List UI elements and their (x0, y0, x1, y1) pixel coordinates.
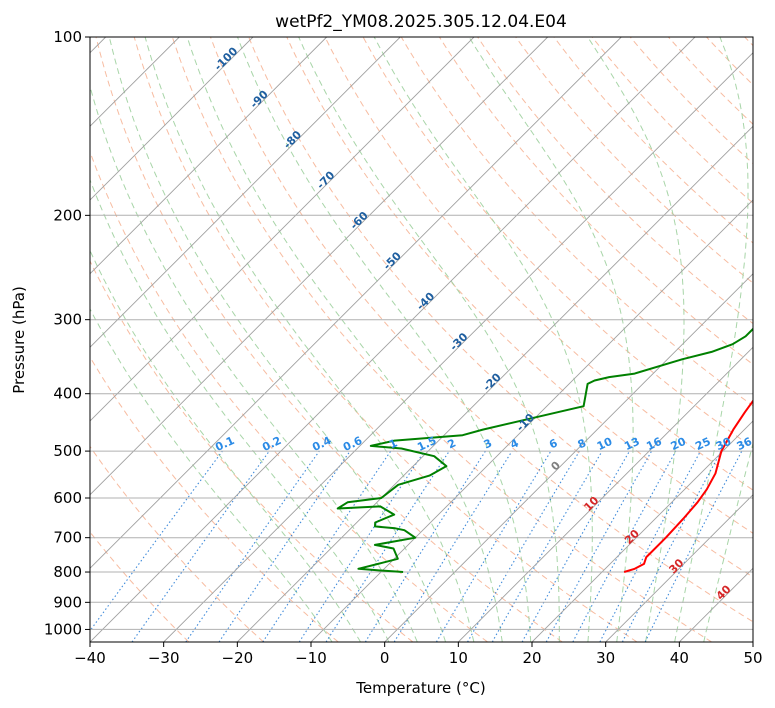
mixing-ratio-label: 25 (693, 435, 712, 453)
dry-adiabat-line (515, 37, 753, 284)
moist-adiabat-line (186, 37, 503, 642)
dry-adiabat-line (324, 37, 753, 491)
dry-adiabat-line (133, 37, 638, 642)
mixing-ratio-line (185, 450, 320, 642)
x-tick-label: −40 (74, 649, 106, 667)
x-axis: −40 −30 −20 −10 0 10 20 30 40 50 (74, 642, 763, 667)
y-tick-label: 100 (53, 28, 82, 46)
moist-adiabat-line (144, 37, 475, 642)
dewpoint-line (336, 327, 753, 573)
dry-adiabat-line (90, 445, 264, 642)
plot-frame (89, 36, 754, 643)
isotherm-line (90, 37, 549, 496)
y-tick-label: 700 (53, 529, 82, 547)
x-axis-label: Temperature (°C) (355, 679, 485, 697)
y-tick-label: 900 (53, 593, 82, 611)
y-tick-label: 1000 (44, 620, 82, 638)
x-tick-label: −10 (295, 649, 327, 667)
dry-adiabat-line (90, 259, 414, 642)
isotherm-line (90, 37, 254, 201)
chart-title: wetPf2_YM08.2025.305.12.04.E04 (275, 12, 567, 32)
isotherm-line (310, 199, 753, 642)
isotherm-line (605, 494, 753, 642)
x-tick-label: 50 (743, 649, 762, 667)
moist-adiabat-line (674, 37, 749, 642)
x-tick-label: −30 (148, 649, 180, 667)
mixing-ratio-line (90, 450, 223, 632)
dry-adiabat-line (95, 37, 563, 642)
isotherm-line (163, 52, 753, 642)
dry-adiabat-line (171, 37, 712, 642)
isotherm-line (236, 125, 753, 642)
isotherm-line (90, 37, 696, 642)
temperature-line (623, 399, 753, 573)
dry-adiabat-line (210, 37, 753, 623)
isotherm-line (90, 37, 401, 348)
mixing-ratio-line (521, 450, 630, 642)
mixing-ratio-line (131, 450, 270, 642)
moist-adiabat-line (373, 37, 593, 642)
moist-adiabat-line (703, 441, 753, 642)
y-tick-label: 500 (53, 442, 82, 460)
mixing-ratio-line (298, 450, 425, 642)
mixing-ratio-line (572, 450, 677, 642)
x-tick-label: −20 (222, 649, 254, 667)
isotherm-line (90, 37, 328, 275)
x-tick-label: 30 (596, 649, 615, 667)
moist-adiabat-line (90, 84, 418, 642)
y-tick-label: 200 (53, 206, 82, 224)
profile-series (336, 327, 753, 573)
y-axis: 100 200 300 400 500 600 700 800 900 1000 (44, 28, 90, 638)
mixing-ratio-label: 16 (644, 435, 664, 453)
moist-adiabat-line (90, 178, 390, 642)
mixing-ratio-label: 10 (595, 435, 615, 453)
y-tick-label: 300 (53, 311, 82, 329)
isotherm-line (384, 273, 753, 642)
y-axis-label: Pressure (hPa) (10, 286, 28, 394)
x-tick-label: 0 (380, 649, 390, 667)
y-tick-label: 400 (53, 385, 82, 403)
y-tick-label: 600 (53, 489, 82, 507)
x-tick-label: 20 (522, 649, 541, 667)
mixing-ratio-line (545, 450, 653, 642)
mixing-ratio-label: 30 (714, 435, 734, 453)
mixing-ratio-label: 20 (669, 435, 689, 453)
y-tick-label: 800 (53, 563, 82, 581)
background-lines (90, 37, 753, 642)
dry-adiabat-line (248, 37, 753, 578)
mixing-ratio-line (393, 450, 513, 642)
x-tick-label: 40 (670, 649, 689, 667)
isotherm-line (90, 37, 475, 422)
moist-adiabat-line (90, 308, 333, 642)
x-tick-label: 10 (449, 649, 468, 667)
dry-adiabat-line (286, 37, 753, 534)
mixing-ratio-line (644, 450, 743, 642)
isotherm-line (90, 37, 622, 569)
mixing-ratio-label: 13 (622, 435, 641, 453)
isotherm-line (457, 346, 753, 642)
mixing-ratio-line (218, 450, 351, 642)
dry-adiabat-line (90, 356, 339, 642)
moist-adiabat-line (108, 37, 447, 642)
moist-adiabat-line (587, 37, 685, 642)
mixing-ratio-label: 36 (735, 435, 755, 453)
mixing-ratio-line (262, 450, 392, 642)
isotherm-line (531, 420, 753, 642)
